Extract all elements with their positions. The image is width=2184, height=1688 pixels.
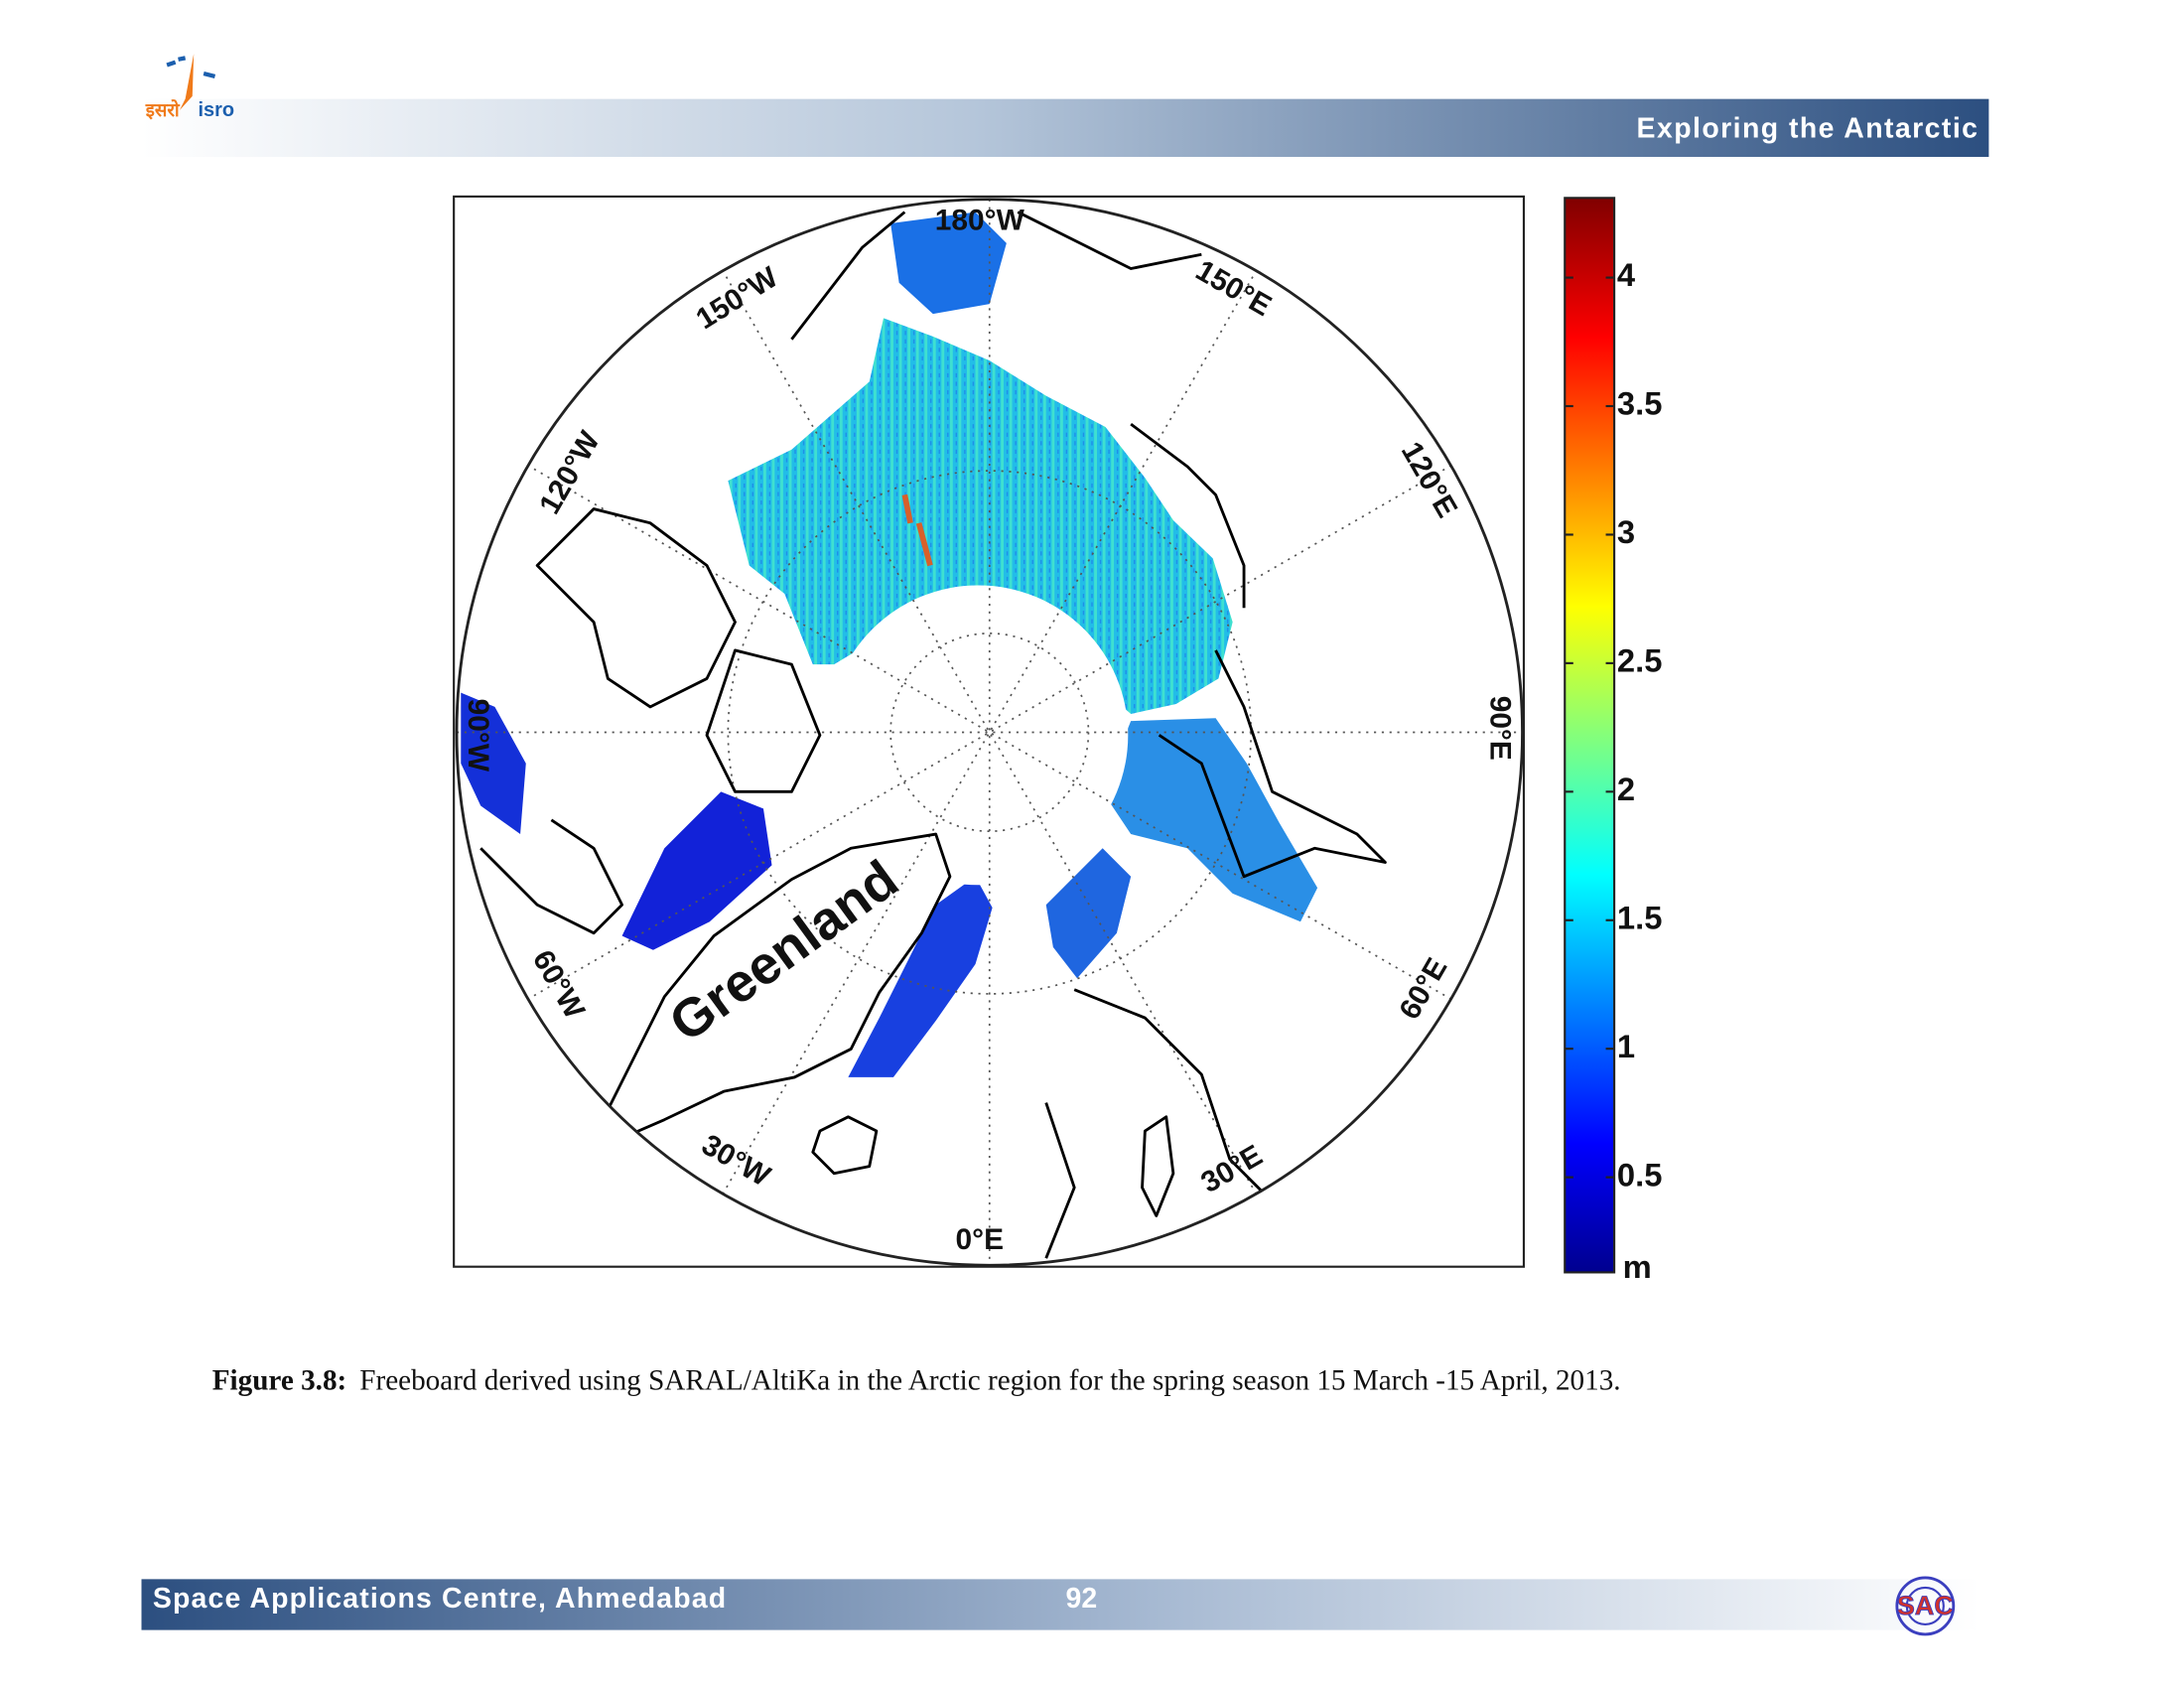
ice-high-values [901, 493, 933, 567]
logo-hindi: इसरो [145, 99, 181, 120]
footer-organization: Space Applications Centre, Ahmedabad [153, 1583, 727, 1615]
colorbar-scale [1564, 197, 1616, 1274]
logo-text: isro [198, 99, 234, 121]
isro-logo: इसरो isro [145, 54, 234, 121]
header-band [141, 98, 1989, 158]
meridian-label: 180°W [935, 204, 1025, 236]
header: इसरो isro Exploring the Antarctic [141, 54, 1989, 158]
coastlines [479, 211, 1387, 1259]
sac-logo: SAC [1895, 1576, 1956, 1636]
colorbar-tick-label: 3 [1617, 513, 1635, 550]
caption-label: Figure 3.8: [212, 1364, 347, 1396]
ice-bering [890, 211, 1007, 315]
header-title: Exploring the Antarctic [1637, 113, 1979, 145]
map-rim [455, 198, 1524, 1267]
map [457, 199, 1523, 1266]
figure: 180°W 150°W 120°W 90°W 60°W 30°W 0°E 30°… [453, 195, 1663, 1285]
sac-logo-text: SAC [1897, 1591, 1954, 1620]
colorbar-tick-label: 1.5 [1617, 899, 1663, 935]
footer-band [141, 1579, 1979, 1630]
colorbar: m 0.5 1 1.5 2 2.5 3 3.5 4 [1564, 197, 1663, 1285]
ice-arctic-basin [728, 318, 1233, 715]
meridian-label: 90°W [462, 699, 494, 773]
page-number: 92 [1065, 1583, 1097, 1615]
caption: Figure 3.8: Freeboard derived using SARA… [212, 1364, 1621, 1396]
ice-barents [1045, 848, 1132, 979]
meridian-label: 0°E [956, 1223, 1004, 1256]
footer: Space Applications Centre, Ahmedabad 92 … [141, 1576, 1979, 1636]
colorbar-unit: m [1623, 1248, 1652, 1285]
ice-canada [461, 692, 526, 835]
colorbar-tick-label: 2.5 [1617, 642, 1663, 679]
colorbar-tick-label: 3.5 [1617, 385, 1663, 422]
ice-baffin [621, 791, 772, 950]
pole-hole [828, 585, 1129, 886]
colorbar-tick-label: 2 [1617, 771, 1635, 807]
ice-kara [1102, 718, 1318, 922]
colorbar-tick-label: 4 [1617, 256, 1636, 293]
caption-text: Freeboard derived using SARAL/AltiKa in … [359, 1364, 1620, 1396]
colorbar-tick-label: 1 [1617, 1028, 1635, 1064]
meridian-label: 90°E [1483, 696, 1516, 761]
colorbar-tick-label: 0.5 [1617, 1156, 1663, 1193]
ice-east-greenland [848, 876, 993, 1077]
